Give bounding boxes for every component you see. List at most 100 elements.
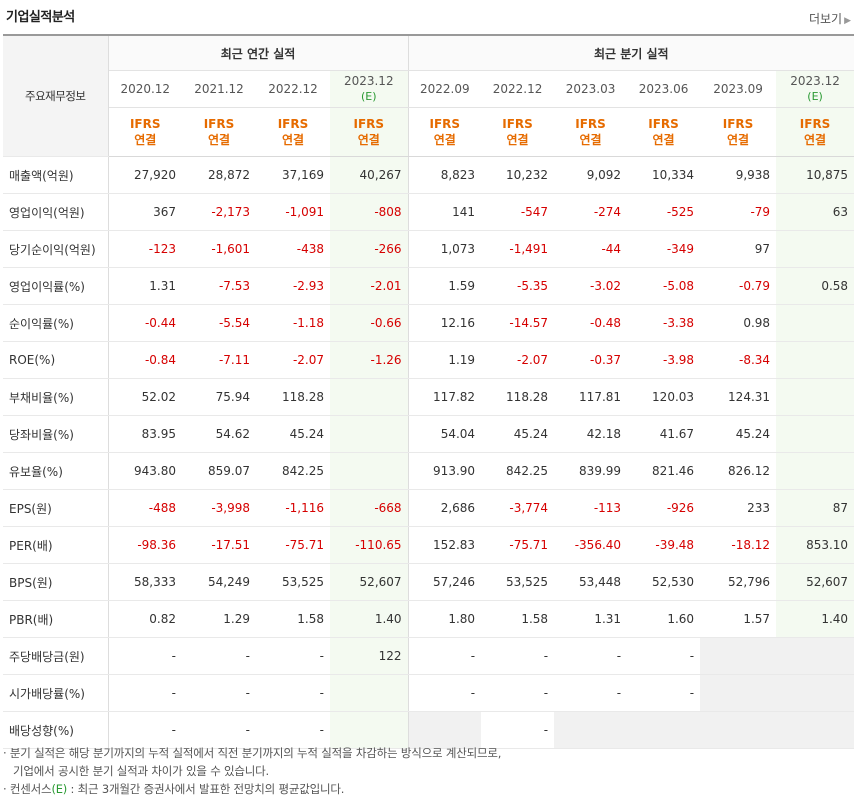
table-cell: 141	[407, 193, 482, 231]
estimate-mark: (E)	[361, 90, 377, 103]
table-cell: 1.19	[407, 341, 482, 379]
footnotes: · 분기 실적은 해당 분기까지의 누적 실적에서 직전 분기까지의 누적 실적…	[3, 744, 501, 798]
row-label: ROE(%)	[3, 341, 109, 379]
table-cell: 54,249	[182, 563, 256, 601]
ifrs-label: IFRS	[722, 117, 754, 131]
period-header: 2022.12	[481, 70, 555, 108]
section-title: 기업실적분석	[6, 10, 75, 25]
table-row: PER(배) -98.36 -17.51 -75.71 -110.65 152.83 -75…	[3, 526, 855, 564]
table-cell: -	[481, 637, 555, 675]
table-cell: -3,774	[481, 489, 555, 527]
ifrs-label: IFRS	[277, 117, 309, 131]
table-cell: 233	[700, 489, 777, 527]
table-row: 주당배당금(원) - - -122- - - -	[3, 637, 855, 675]
table-cell: -	[407, 674, 482, 712]
table-cell: 63	[776, 193, 855, 231]
table-cell: 87	[776, 489, 855, 527]
period-header: 2022.12	[256, 70, 330, 108]
table-cell: -	[256, 637, 330, 675]
table-cell: 859.07	[182, 452, 256, 490]
ifrs-header: IFRS 연결	[407, 107, 482, 157]
table-cell: 943.80	[108, 452, 182, 490]
table-row: 순이익률(%) -0.44 -5.54 -1.18 -0.66 12.16 -14.57 -0…	[3, 304, 855, 342]
table-cell: 75.94	[182, 378, 256, 416]
consolidated-label: 연결	[357, 133, 380, 147]
table-cell: 37,169	[256, 156, 330, 194]
table-row: EPS(원) -488 -3,998 -1,116 -668 2,686 -3,774 -11…	[3, 489, 855, 527]
table-row: 부채비율(%) 52.02 75.94 118.28 117.82 118.28 117.8…	[3, 378, 855, 416]
table-cell: -2.93	[256, 267, 330, 305]
table-cell: -44	[554, 230, 628, 268]
table-cell: 97	[700, 230, 777, 268]
table-cell: -1,116	[256, 489, 330, 527]
period-label: 2020.12	[120, 82, 171, 96]
table-cell	[700, 637, 777, 675]
table-cell: 54.62	[182, 415, 256, 453]
table-row: 당기순이익(억원) -123 -1,601 -438 -266 1,073 -1,491 -4…	[3, 230, 855, 268]
period-header: 2023.06	[627, 70, 701, 108]
table-cell	[776, 341, 855, 379]
table-cell: 45.24	[481, 415, 555, 453]
table-cell: 83.95	[108, 415, 182, 453]
table-cell: 124.31	[700, 378, 777, 416]
table-cell	[776, 230, 855, 268]
ifrs-header: IFRS 연결	[700, 107, 777, 157]
period-label: 2023.06	[638, 82, 689, 96]
table-cell: 57,246	[407, 563, 482, 601]
table-cell: 118.28	[481, 378, 555, 416]
row-label: PER(배)	[3, 526, 109, 564]
table-cell: -	[182, 637, 256, 675]
table-cell: 40,267	[330, 156, 409, 194]
table-cell: 0.82	[108, 600, 182, 638]
table-cell: 1.29	[182, 600, 256, 638]
ifrs-label: IFRS	[799, 117, 831, 131]
table-cell: 10,875	[776, 156, 855, 194]
table-cell: 52,796	[700, 563, 777, 601]
table-cell: -0.66	[330, 304, 409, 342]
table-cell: 367	[108, 193, 182, 231]
table-cell: -110.65	[330, 526, 409, 564]
table-row: 매출액(억원) 27,920 28,872 37,169 40,267 8,823 10,2…	[3, 156, 855, 194]
table-cell	[330, 452, 409, 490]
table-cell: -75.71	[256, 526, 330, 564]
table-cell: -14.57	[481, 304, 555, 342]
table-cell: 45.24	[256, 415, 330, 453]
ifrs-label: IFRS	[353, 117, 385, 131]
table-cell: -7.53	[182, 267, 256, 305]
table-cell: -	[554, 637, 628, 675]
consolidated-label: 연결	[652, 133, 675, 147]
ifrs-label: IFRS	[648, 117, 679, 131]
table-cell: -0.37	[554, 341, 628, 379]
table-cell	[700, 711, 777, 749]
table-cell: 28,872	[182, 156, 256, 194]
more-link[interactable]: 더보기 ▶	[809, 10, 851, 27]
footnote-3: · 컨센서스(E) : 최근 3개월간 증권사에서 발표한 전망치의 평균값입니…	[3, 780, 501, 798]
footnote-3-suffix: : 최근 3개월간 증권사에서 발표한 전망치의 평균값입니다.	[67, 782, 345, 796]
ifrs-label: IFRS	[502, 117, 533, 131]
table-cell: 152.83	[407, 526, 482, 564]
period-label: 2021.12	[194, 82, 244, 96]
table-cell: 1.59	[407, 267, 482, 305]
table-cell: 122	[330, 637, 409, 675]
consolidated-label: 연결	[506, 133, 529, 147]
table-cell: -2,173	[182, 193, 256, 231]
row-label: 당기순이익(억원)	[3, 230, 109, 268]
table-cell: 9,938	[700, 156, 777, 194]
table-cell: 53,525	[481, 563, 555, 601]
table-row: 배당성향(%) - - - -	[3, 711, 855, 749]
table-cell: -	[554, 674, 628, 712]
row-label: 영업이익(억원)	[3, 193, 109, 231]
table-cell: 842.25	[256, 452, 330, 490]
financial-table: 주요재무정보 최근 연간 실적 최근 분기 실적 2020.12 2021.12 2…	[3, 34, 855, 749]
period-label: 2023.09	[713, 82, 763, 96]
table-cell: 53,448	[554, 563, 628, 601]
table-cell: -	[481, 711, 555, 749]
table-cell	[330, 674, 409, 712]
table-cell: 52,607	[330, 563, 409, 601]
table-cell: -488	[108, 489, 182, 527]
ifrs-header: IFRS 연결	[182, 107, 256, 157]
table-cell: 1,073	[407, 230, 482, 268]
table-cell	[627, 711, 701, 749]
table-cell: 118.28	[256, 378, 330, 416]
table-cell: 1.80	[407, 600, 482, 638]
